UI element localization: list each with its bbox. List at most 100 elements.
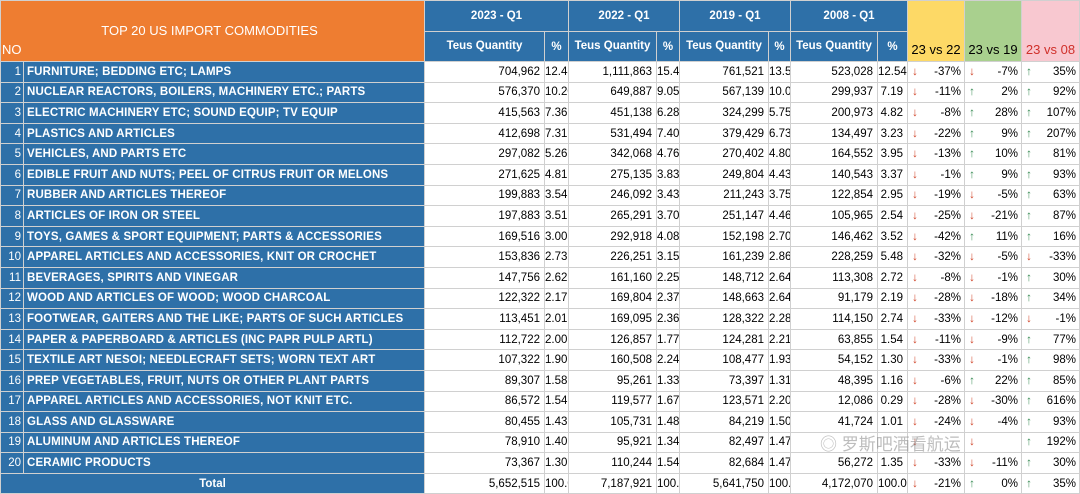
total-qty-2022: 7,187,921 [568, 472, 657, 494]
pct-2008: 3.52 [877, 225, 908, 248]
compare-23-vs-08: ↑ 207% [1021, 122, 1080, 145]
arrow-down-icon: ↓ [912, 65, 918, 78]
qty-2019: 161,239 [679, 246, 769, 268]
arrow-down-icon: ↓ [912, 415, 918, 428]
commodity-name: WOOD AND ARTICLES OF WOOD; WOOD CHARCOAL [23, 287, 425, 310]
row-number: 18 [0, 411, 24, 433]
compare-23-vs-19-value: 9% [1001, 127, 1018, 140]
qty-2019: 73,397 [679, 369, 769, 392]
qty-2022: 1,111,863 [568, 61, 657, 83]
qty-2022: 119,577 [568, 390, 657, 413]
pct-2008: 1.30 [877, 349, 908, 371]
qty-2023: 169,516 [424, 225, 545, 248]
qty-2019: 211,243 [679, 184, 769, 207]
compare-23-vs-19-value: -18% [991, 292, 1018, 305]
pct-2019: 5.75 [768, 102, 791, 124]
arrow-up-icon: ↑ [1026, 168, 1032, 181]
compare-23-vs-08: ↑ 87% [1021, 205, 1080, 227]
compare-23-vs-19-value: 22% [994, 374, 1018, 387]
arrow-up-icon: ↑ [969, 86, 975, 99]
compare-23-vs-22: ↓ -33% [907, 308, 965, 330]
qty-2023: 197,883 [424, 205, 545, 227]
commodity-name: TEXTILE ART NESOI; NEEDLECRAFT SETS; WOR… [23, 349, 425, 371]
compare-23-vs-22-value: -22% [934, 127, 961, 140]
table-row: 10 APPAREL ARTICLES AND ACCESSORIES, KNIT… [0, 246, 1080, 268]
compare-23-vs-08: ↑ 107% [1021, 102, 1080, 124]
compare-23-vs-19-value: -9% [997, 333, 1018, 346]
compare-23-vs-22: ↓ -13% [907, 143, 965, 165]
commodity-name: TOYS, GAMES & SPORT EQUIPMENT; PARTS & A… [23, 225, 425, 248]
total-c3-value: 35% [1052, 477, 1076, 490]
compare-23-vs-19-value: 10% [994, 148, 1018, 161]
qty-2008: 114,150 [790, 308, 878, 330]
table-row: 14 PAPER & PAPERBOARD & ARTICLES (INC PAP… [0, 328, 1080, 351]
table-row: 9 TOYS, GAMES & SPORT EQUIPMENT; PARTS & … [0, 225, 1080, 248]
compare-23-vs-22-value: -19% [934, 189, 961, 202]
commodity-name: VEHICLES, AND PARTS ETC [23, 143, 425, 165]
qty-2008: 113,308 [790, 266, 878, 289]
arrow-up-icon: ↑ [1026, 106, 1032, 119]
pct-2022: 6.28 [656, 102, 680, 124]
pct-2019: 13.50 [768, 61, 791, 83]
pct-2023: 3.51 [544, 205, 569, 227]
compare-23-vs-19-value: -5% [997, 189, 1018, 202]
qty-2019: 270,402 [679, 143, 769, 165]
pct-2019: 6.73 [768, 122, 791, 145]
arrow-up-icon: ↑ [1026, 333, 1032, 346]
qty-2023: 576,370 [424, 81, 545, 104]
compare-23-vs-22: ↓ -19% [907, 184, 965, 207]
row-number: 9 [0, 225, 24, 248]
qty-2019: 379,429 [679, 122, 769, 145]
pct-2022: 2.24 [656, 349, 680, 371]
commodity-name: CERAMIC PRODUCTS [23, 452, 425, 474]
compare-23-vs-22-value: -37% [934, 65, 961, 78]
compare-23-vs-22-value: -32% [934, 251, 961, 264]
total-compare-23-22: ↓ -21% [907, 472, 965, 494]
qty-2022: 126,857 [568, 328, 657, 351]
compare-23-vs-22-value: -33% [934, 354, 961, 367]
pct-2008: 2.74 [877, 308, 908, 330]
pct-2019: 2.64 [768, 287, 791, 310]
qty-2023: 86,572 [424, 390, 545, 413]
table-row: 5 VEHICLES, AND PARTS ETC 297,082 5.26 342,0… [0, 143, 1080, 165]
compare-23-vs-19: ↑ 9% [964, 163, 1022, 186]
compare-23-vs-19-value: -1% [997, 354, 1018, 367]
total-pct-2023: 100.00 [544, 472, 569, 494]
pct-2019: 3.75 [768, 184, 791, 207]
arrow-down-icon: ↓ [969, 395, 975, 408]
compare-23-vs-08-value: -1% [1055, 312, 1076, 325]
table-row: 17 APPAREL ARTICLES AND ACCESSORIES, NOT … [0, 390, 1080, 413]
compare-23-vs-22-value: -8% [940, 271, 961, 284]
table-title: TOP 20 US IMPORT COMMODITIES [101, 23, 318, 38]
compare-23-vs-19-value: -21% [991, 209, 1018, 222]
compare-23-vs-19: ↓ -1% [964, 349, 1022, 371]
arrow-up-icon: ↑ [1026, 271, 1032, 284]
qty-2008: 54,152 [790, 349, 878, 371]
pct-2008: 12.54 [877, 61, 908, 83]
qty-2022: 160,508 [568, 349, 657, 371]
arrow-up-icon: ↑ [1026, 374, 1032, 387]
pct-2022: 7.40 [656, 122, 680, 145]
compare-23-vs-22: ↓ -8% [907, 102, 965, 124]
compare-23-vs-08-value: 30% [1052, 457, 1076, 470]
compare-23-vs-08: ↑ 63% [1021, 184, 1080, 207]
compare-23-vs-22-value: -11% [935, 333, 961, 346]
compare-23-vs-19: ↓ -5% [964, 184, 1022, 207]
arrow-up-icon: ↑ [1026, 127, 1032, 140]
compare-23-vs-22: ↓ -33% [907, 452, 965, 474]
qty-2022: 275,135 [568, 163, 657, 186]
arrow-down-icon: ↓ [969, 189, 975, 202]
arrow-down-icon: ↓ [912, 168, 918, 181]
compare-23-vs-22-value: -42% [934, 230, 961, 243]
pct-2023: 2.62 [544, 266, 569, 289]
qty-2022: 169,804 [568, 287, 657, 310]
total-row: Total 5,652,515 100.00 7,187,921 100.00 … [0, 472, 1080, 494]
qty-2008: 122,854 [790, 184, 878, 207]
pct-2023: 1.58 [544, 369, 569, 392]
compare-23-vs-22-value: -1% [940, 168, 961, 181]
qty-2023: 78,910 [424, 431, 545, 454]
pct-2022: 1.54 [656, 452, 680, 474]
arrow-up-icon: ↑ [969, 148, 975, 161]
row-number: 3 [0, 102, 24, 124]
